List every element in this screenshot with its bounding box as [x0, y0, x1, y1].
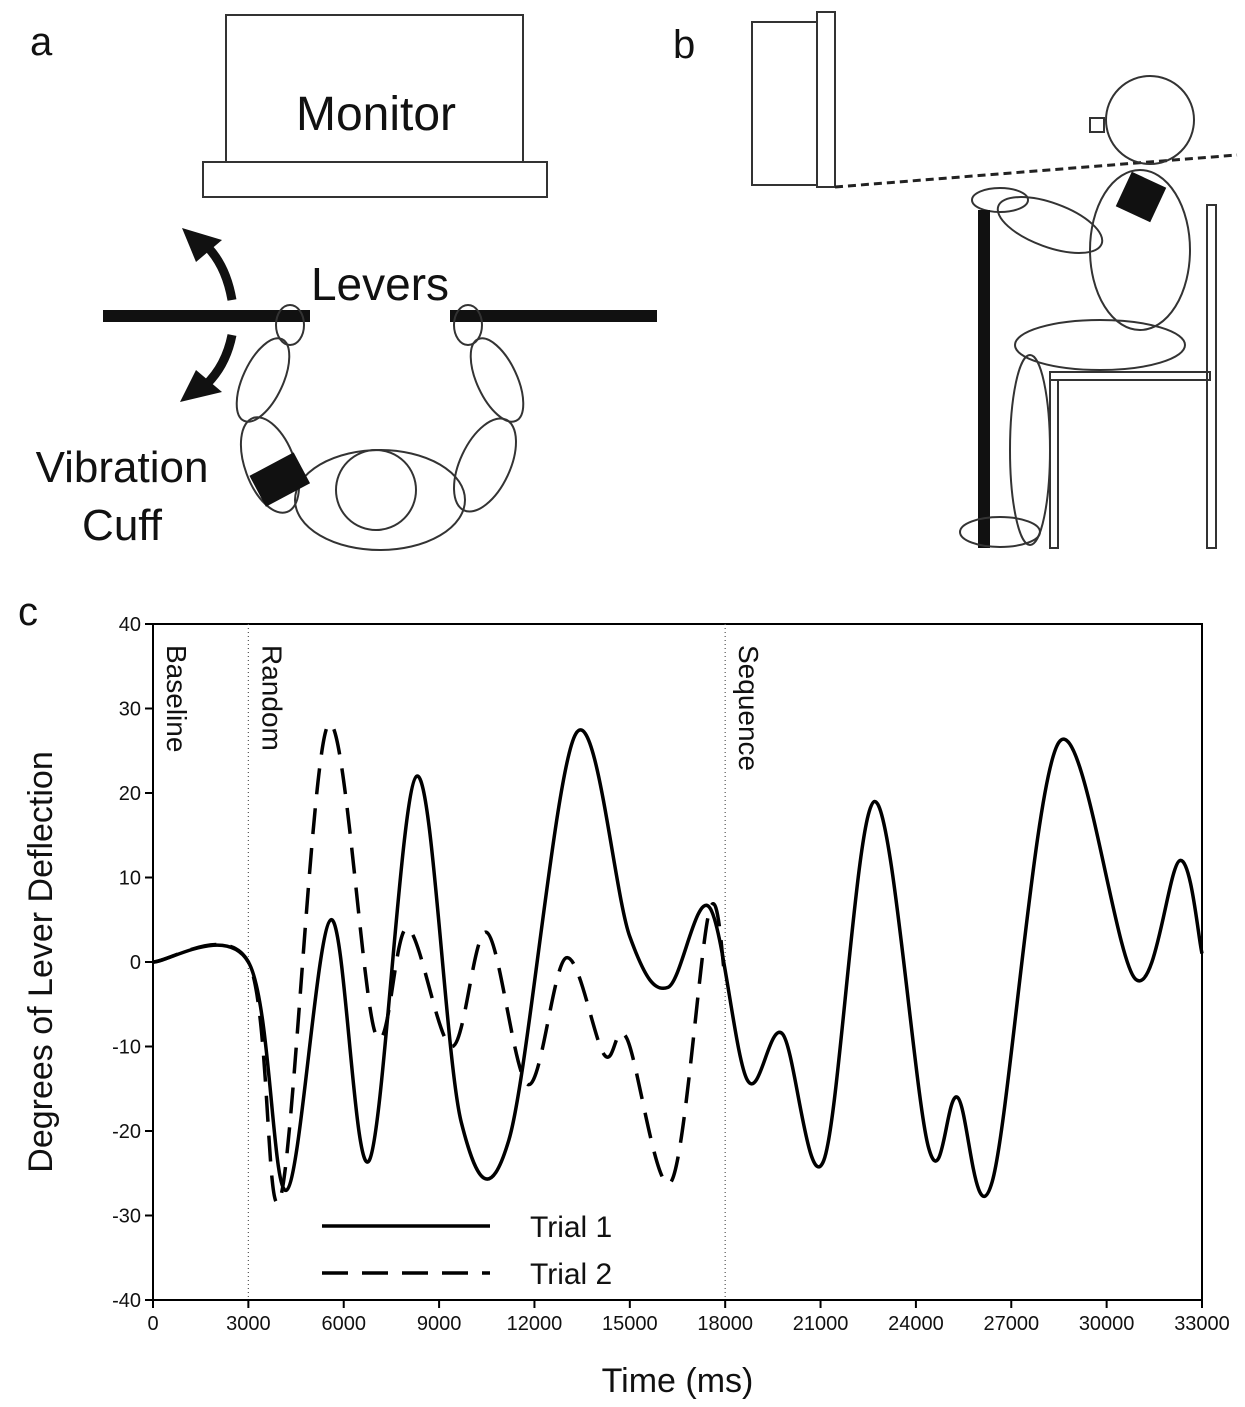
phase-label: Sequence — [733, 645, 764, 771]
head — [1106, 76, 1194, 164]
head — [336, 450, 416, 530]
y-tick-label: 10 — [119, 868, 141, 890]
levers-label: Levers — [311, 258, 449, 310]
chart: 0 3000 6000 9000 12000 15000 18000 21000 24000 27… — [22, 614, 1230, 1400]
phase-label: Random — [256, 645, 287, 751]
nose — [1090, 118, 1104, 132]
monitor-label: Monitor — [296, 88, 456, 141]
panel-label: b — [673, 23, 695, 67]
panel-a: a Monitor Levers Vibration Cuff — [30, 15, 657, 550]
y-tick-label: -20 — [112, 1121, 141, 1143]
table-leg — [978, 210, 990, 548]
series-line — [153, 730, 1202, 1196]
monitor-base — [203, 162, 547, 197]
upper-arm — [441, 409, 529, 521]
foot — [960, 517, 1040, 547]
x-tick-label: 24000 — [888, 1313, 944, 1335]
x-tick-label: 18000 — [697, 1313, 753, 1335]
gaze-line — [835, 155, 1237, 187]
shoulders — [295, 450, 465, 550]
x-tick-label: 15000 — [602, 1313, 658, 1335]
y-tick-label: 40 — [119, 614, 141, 636]
x-tick-label: 6000 — [321, 1313, 366, 1335]
panel-b: b — [673, 12, 1237, 548]
cuff-label: Cuff — [82, 501, 163, 550]
y-axis-label: Degrees of Lever Deflection — [22, 751, 60, 1172]
x-tick-label: 30000 — [1079, 1313, 1135, 1335]
thigh — [1015, 320, 1185, 370]
vibration-cuff — [1116, 172, 1166, 222]
chair-back — [1207, 205, 1216, 548]
chair-leg — [1050, 380, 1058, 548]
x-axis-label: Time (ms) — [602, 1362, 754, 1400]
x-tick-label: 3000 — [226, 1313, 271, 1335]
y-tick-label: -10 — [112, 1037, 141, 1059]
y-tick-label: -40 — [112, 1290, 141, 1312]
monitor-screen — [817, 12, 835, 187]
x-tick-label: 9000 — [417, 1313, 462, 1335]
table-top — [972, 188, 1028, 212]
chair-seat — [1050, 372, 1210, 380]
vibration-cuff — [249, 452, 310, 506]
cuff-label: Vibration — [36, 443, 209, 492]
figure: a Monitor Levers Vibration Cuff b — [0, 0, 1245, 1407]
legend-label: Trial 2 — [530, 1258, 612, 1291]
panel-label: a — [30, 20, 53, 64]
legend-label: Trial 1 — [530, 1211, 612, 1244]
x-tick-label: 12000 — [507, 1313, 563, 1335]
phase-label: Baseline — [161, 645, 192, 752]
y-tick-label: 20 — [119, 783, 141, 805]
y-tick-label: 30 — [119, 699, 141, 721]
x-tick-label: 33000 — [1174, 1313, 1230, 1335]
x-tick-label: 21000 — [793, 1313, 849, 1335]
y-tick-label: -30 — [112, 1206, 141, 1228]
panel-label: c — [18, 590, 38, 634]
leg — [1010, 355, 1050, 545]
plot-frame — [153, 624, 1202, 1300]
x-tick-label: 0 — [147, 1313, 158, 1335]
x-tick-label: 27000 — [983, 1313, 1039, 1335]
y-tick-label: 0 — [130, 952, 141, 974]
monitor-side — [752, 22, 817, 185]
